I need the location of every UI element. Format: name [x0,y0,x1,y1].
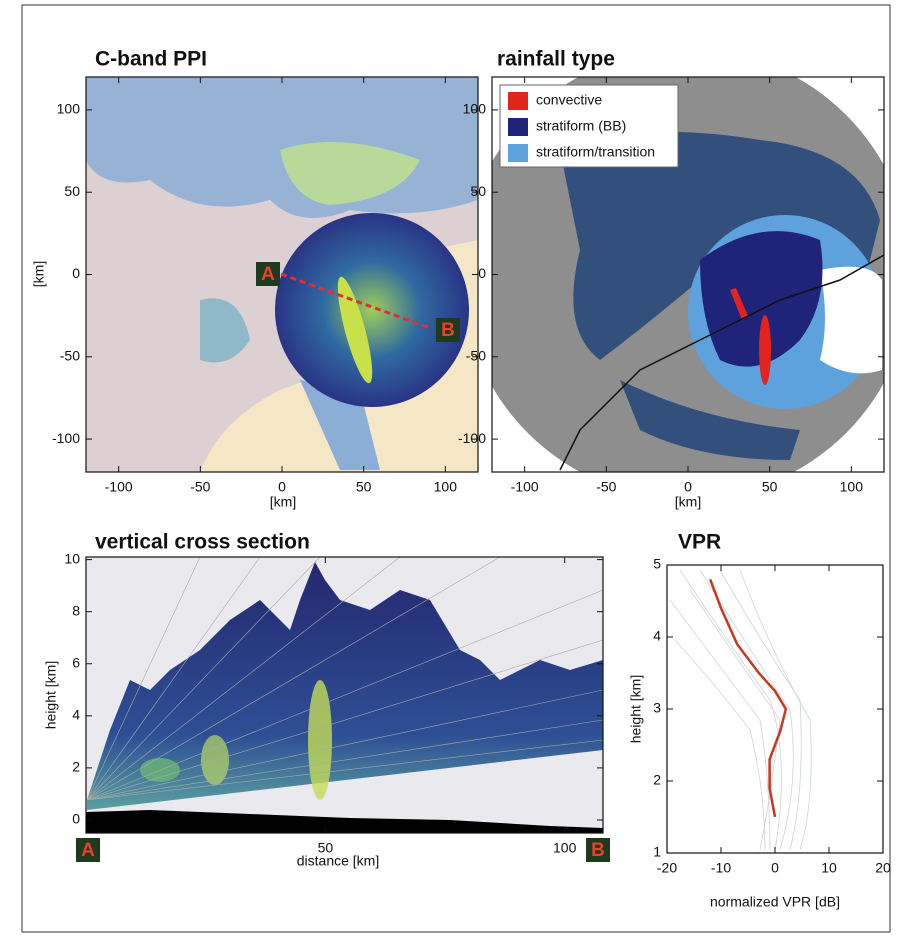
panel-title: rainfall type [497,48,615,71]
x-tick-label: 10 [821,860,837,876]
y-tick-label: 10 [64,550,80,566]
frame [21,4,891,933]
x-tick-label: -100 [105,479,133,495]
x-tick-label: -100 [511,479,539,495]
ppi-image [86,77,478,472]
y-axis-label: height [km] [43,661,59,729]
panel-title: VPR [678,531,721,554]
y-tick-label: 6 [72,654,80,670]
x-tick-label: -50 [190,479,210,495]
x-tick-label: 20 [875,860,891,876]
x-tick-label: -20 [657,860,677,876]
marker-label: A [81,840,95,861]
y-tick-label: 50 [470,183,486,199]
legend-box [499,84,679,168]
marker-box [256,262,280,286]
marker-box [76,838,100,862]
legend-label: stratiform/transition [536,144,655,160]
marker-label: B [441,320,455,341]
x-tick-label: 50 [762,479,778,495]
plot-frame [85,556,604,834]
panel-title: C-band PPI [95,48,207,71]
x-tick-label: 0 [278,479,286,495]
legend-swatch [508,118,528,136]
y-tick-label: 50 [64,183,80,199]
x-tick-label: -50 [596,479,616,495]
y-tick-label: -100 [458,430,486,446]
panel-title: vertical cross section [95,531,310,554]
y-tick-label: 100 [463,101,487,117]
y-tick-label: 4 [72,707,80,723]
y-tick-label: 5 [653,556,661,572]
marker-label: B [591,840,605,861]
y-tick-label: 2 [653,772,661,788]
y-tick-label: 8 [72,602,80,618]
y-tick-label: -100 [52,430,80,446]
y-tick-label: 1 [653,844,661,860]
x-tick-label: 100 [553,840,577,856]
cross-section-image [86,557,603,833]
rainfall-type-image [492,77,884,472]
vpr-background [667,565,883,853]
y-axis-label: height [km] [628,675,644,743]
x-tick-label: 50 [356,479,372,495]
y-axis-label: [km] [31,261,47,287]
y-tick-label: 3 [653,700,661,716]
legend-swatch [508,144,528,162]
x-axis-label: [km] [675,494,701,510]
y-tick-label: 100 [57,101,81,117]
marker-box [586,838,610,862]
y-tick-label: 2 [72,759,80,775]
y-tick-label: -50 [60,347,80,363]
x-axis-label: [km] [270,494,296,510]
x-tick-label: 0 [771,860,779,876]
y-tick-label: 4 [653,628,661,644]
x-tick-label: -10 [711,860,731,876]
x-tick-label: 100 [840,479,864,495]
x-axis-label: normalized VPR [dB] [710,894,840,910]
x-tick-label: 100 [434,479,458,495]
legend-label: convective [536,92,602,108]
legend-swatch [508,92,528,110]
vpr-line [709,578,788,818]
marker-box [436,318,460,342]
y-tick-label: 0 [72,265,80,281]
legend-label: stratiform (BB) [536,118,626,134]
x-axis-label: distance [km] [297,853,379,869]
y-tick-label: -50 [466,347,486,363]
y-tick-label: 0 [72,811,80,827]
x-tick-label: 0 [684,479,692,495]
x-tick-label: 50 [318,840,334,856]
y-tick-label: 0 [478,265,486,281]
marker-label: A [261,264,275,285]
